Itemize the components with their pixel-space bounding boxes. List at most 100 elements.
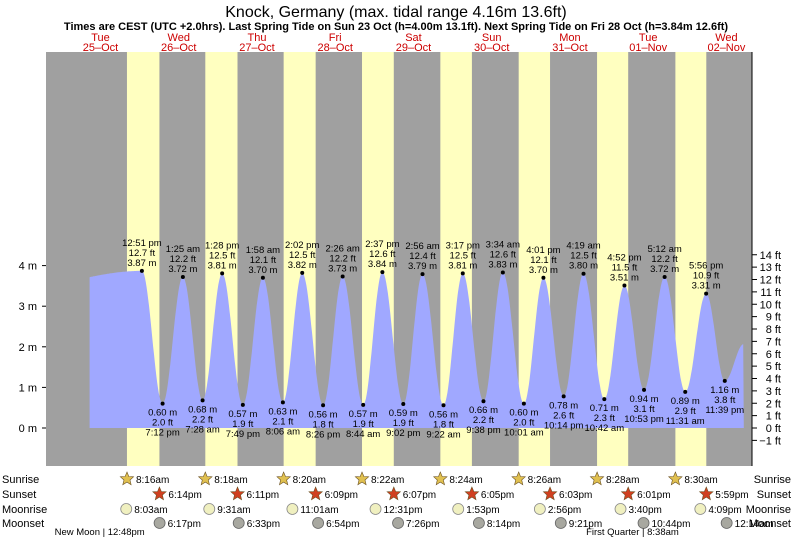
tide-point [180,274,185,279]
day-date: 01–Nov [629,42,667,54]
moonset-time: 6:17pm [168,519,201,530]
moonset-time: 8:14pm [487,519,520,530]
moonset-time: 9:21pm [569,519,602,530]
tide-m: 3.70 m [248,265,277,276]
tide-m: 0.94 m [630,394,659,405]
tide-time: 9:02 pm [386,428,420,439]
y-tick-label-ft: 12 ft [760,275,781,287]
tide-ft: 2.2 ft [192,414,213,425]
tide-point [541,275,546,280]
tide-ft: 12.6 ft [369,249,396,260]
y-tick-label-ft: 2 ft [766,398,781,410]
tide-m: 3.72 m [650,264,679,275]
sunrise-time: 8:20am [293,475,326,486]
tide-m: 3.84 m [368,259,397,270]
tide-m: 3.70 m [529,265,558,276]
tide-point [441,403,446,408]
tide-ft: 2.0 ft [152,418,173,429]
tide-m: 3.80 m [569,261,598,272]
y-tick-label-ft: 9 ft [766,312,781,324]
tide-time: 1:28 pm [205,240,239,251]
tide-point [160,401,165,406]
tide-m: 3.87 m [127,258,156,269]
y-axis-feet: −1 ft0 ft1 ft2 ft3 ft4 ft5 ft6 ft7 ft8 f… [751,52,781,466]
tide-m: 3.73 m [328,264,357,275]
moonrise-icon [203,503,216,515]
moonset-icon [720,517,733,529]
tide-ft: 12.5 ft [289,250,316,261]
sunrise-icon [197,471,213,486]
tide-point [561,394,566,399]
tide-time: 12:51 pm [122,238,162,249]
tide-time: 8:26 pm [306,429,340,440]
y-tick-label-ft: 6 ft [766,349,781,361]
chart-title: Knock, Germany (max. tidal range 4.16m 1… [225,4,566,21]
tide-point [500,270,505,275]
tide-point [200,398,205,403]
y-axis-meters: 0 m 1 m 2 m 3 m 4 m [19,261,46,435]
sunset-time: 6:11pm [247,490,280,501]
sunset-time: 5:59pm [715,490,748,501]
sunrise-icon [511,471,527,486]
y-tick-label-ft: 10 ft [760,299,781,311]
tide-point [521,401,526,406]
tide-ft: 1.9 ft [393,418,414,429]
sunset-icon [152,486,167,501]
tide-point [380,270,385,275]
sunrise-icon [432,471,448,486]
moon-phase-label: First Quarter | 8:38am [586,527,679,538]
tide-curve [89,270,744,428]
tide-time: 11:31 am [666,416,705,427]
day-name: Mon [559,32,580,44]
tide-m: 0.71 m [590,403,619,414]
tide-point [280,400,285,405]
y-tick-label-ft: −1 ft [759,435,781,447]
tide-time: 10:01 am [504,428,544,439]
moonset-icon [637,517,650,529]
tide-m: 0.59 m [389,408,418,419]
moonset-icon [232,517,245,529]
row-label-sunset-left: Sunset [2,489,36,501]
tide-time: 10:53 pm [624,414,664,425]
tide-ft: 12.7 ft [129,248,156,259]
sunrise-time: 8:16am [136,475,169,486]
moonset-time: 6:33pm [247,519,280,530]
moonset-time: 12:14am [735,519,774,530]
sunset-icon [620,486,636,501]
row-label-sunset-right: Sunset [757,489,791,501]
day-labels: Tue25–OctWed26–OctThu27–OctFri28–OctSat2… [83,32,746,54]
y-tick-label-m: 3 m [19,301,37,313]
sunrise-time: 8:24am [449,475,482,486]
tide-ft: 12.1 ft [530,255,557,266]
y-tick-label-m: 1 m [19,382,37,394]
moonrise-icon [286,503,299,515]
tide-area [89,270,744,428]
sunset-time: 6:09pm [325,490,358,501]
sunrise-icon [354,471,370,486]
tide-point [481,399,486,404]
tide-point [460,271,465,276]
tide-m: 0.89 m [671,396,700,407]
y-tick-label-ft: 7 ft [766,336,781,348]
moonrise-time: 2:56pm [548,505,581,516]
tide-point [704,291,709,296]
y-tick-label-ft: 11 ft [760,287,781,299]
tide-m: 3.51 m [610,272,639,283]
y-tick-label-m: 0 m [19,423,37,435]
tide-point [722,378,727,383]
tide-m: 0.78 m [549,400,578,411]
y-tick-label-m: 2 m [19,342,37,354]
tide-point [420,272,425,277]
row-label-moonrise-left: Moonrise [2,504,47,516]
tide-time: 4:01 pm [526,245,560,256]
tide-ft: 12.2 ft [651,254,678,265]
tide-ft: 10.9 ft [693,271,720,282]
moonrise-time: 9:31am [217,505,250,516]
moonset-icon [392,517,404,529]
tide-m: 0.60 m [148,408,177,419]
sunset-time: 6:14pm [168,490,201,501]
tide-time: 10:42 am [585,423,625,434]
tide-ft: 12.5 ft [209,250,236,261]
sunset-icon [230,486,245,501]
tide-m: 0.68 m [188,404,217,415]
